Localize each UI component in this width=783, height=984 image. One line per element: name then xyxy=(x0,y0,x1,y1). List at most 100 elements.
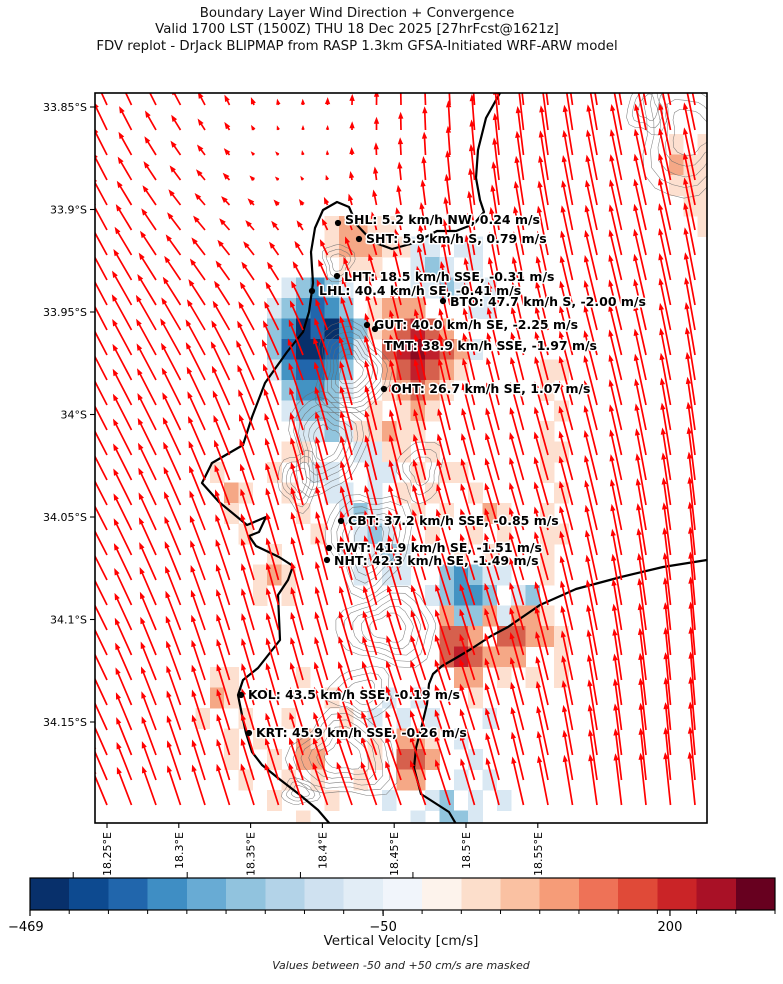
convergence-cell xyxy=(410,810,426,823)
contour-ring xyxy=(344,592,429,662)
station-OHT: OHT: 26.7 km/h SE, 1.07 m/s xyxy=(380,380,592,398)
station-label: TMT: 38.9 km/h SSE, -1.97 m/s xyxy=(384,338,597,353)
wind-arrow-heads xyxy=(95,93,694,775)
convergence-cell xyxy=(453,462,469,483)
convergence-cell xyxy=(324,380,340,401)
station-marker xyxy=(323,556,331,564)
contour-ring xyxy=(281,455,315,508)
station-SHT: SHT: 5.9 km/h S, 0.79 m/s xyxy=(355,230,548,248)
colorbar: −469 −50 200 xyxy=(8,872,776,935)
station-label: SHT: 5.9 km/h S, 0.79 m/s xyxy=(366,231,547,246)
convergence-cell xyxy=(425,441,440,463)
station-GUT: GUT: 40.0 km/h SE, -2.25 m/s xyxy=(363,316,580,334)
contour-ring xyxy=(650,93,707,188)
contour-ring xyxy=(352,599,421,656)
convergence-cell xyxy=(382,216,397,237)
convergence-cell xyxy=(453,810,469,823)
title-line-1: Boundary Layer Wind Direction + Converge… xyxy=(199,6,515,21)
convergence-cell xyxy=(496,667,512,688)
convergence-cell xyxy=(468,585,483,606)
station-BTO: BTO: 47.7 km/h S, -2.00 m/s xyxy=(439,293,647,311)
convergence-cell xyxy=(310,421,325,442)
colorbar-segment xyxy=(735,878,776,910)
convergence-cell xyxy=(295,810,311,823)
contour-ring xyxy=(324,665,393,720)
wind-arrows xyxy=(95,93,696,806)
station-marker xyxy=(337,517,345,525)
contour-ring xyxy=(308,417,347,469)
convergence-cell xyxy=(496,790,512,811)
contour-ring xyxy=(324,739,362,770)
convergence-cell xyxy=(324,359,340,381)
contour-ring xyxy=(361,606,414,650)
convergence-cell xyxy=(425,236,440,258)
stations: SHL: 5.2 km/h NW, 0.24 m/s SHT: 5.9 km/h … xyxy=(237,211,647,742)
convergence-cell xyxy=(353,564,368,586)
contour-ring xyxy=(315,320,393,413)
convergence-cell xyxy=(295,667,311,688)
y-tick-label: 34°S xyxy=(61,409,87,422)
convergence-cell xyxy=(496,564,512,586)
colorbar-segment xyxy=(618,878,658,910)
station-marker xyxy=(237,691,245,699)
convergence-cell xyxy=(396,708,411,729)
terrain-contours xyxy=(277,93,707,805)
convergence-cell xyxy=(697,195,707,217)
convergence-cell xyxy=(324,216,340,237)
convergence-cell xyxy=(396,564,411,586)
convergence-cell xyxy=(669,134,684,155)
station-marker xyxy=(363,321,371,329)
convergence-cell xyxy=(382,790,397,811)
convergence-cell xyxy=(697,134,707,155)
x-tick-label: 18.3°E xyxy=(173,832,186,869)
station-CBT: CBT: 37.2 km/h SSE, -0.85 m/s xyxy=(337,512,560,530)
convergence-cell xyxy=(281,441,297,463)
convergence-cell xyxy=(295,400,311,422)
x-tick-label: 18.4°E xyxy=(316,832,329,869)
station-label: LHL: 40.4 km/h SE, -0.41 m/s xyxy=(319,283,521,298)
station-marker xyxy=(245,729,253,737)
colorbar-tick-label: 200 xyxy=(658,920,683,935)
convergence-cell xyxy=(396,749,411,770)
contour-ring xyxy=(344,679,377,705)
colorbar-segment xyxy=(422,878,462,910)
colorbar-segment xyxy=(539,878,580,910)
convergence-cell xyxy=(468,646,483,668)
station-label: NHT: 42.3 km/h SE, -1.49 m/s xyxy=(334,553,539,568)
station-marker xyxy=(308,287,316,295)
colorbar-segment xyxy=(186,878,227,910)
contour-ring xyxy=(316,732,369,775)
wind-arrow-shafts xyxy=(95,93,696,806)
convergence-cell xyxy=(468,810,483,823)
convergence-cell xyxy=(367,728,383,750)
y-tick-label: 33.85°S xyxy=(43,101,87,114)
contour-ring xyxy=(369,612,407,643)
convergence-cell xyxy=(252,728,268,750)
contour-ring xyxy=(323,331,383,404)
convergence-cell xyxy=(425,359,440,381)
convergence-cell xyxy=(324,790,340,811)
y-axis: 33.85°S 33.9°S 33.95°S 34°S 34.05°S 34.1°S 34.… xyxy=(43,101,95,729)
convergence-cell xyxy=(425,339,440,360)
contour-ring xyxy=(330,500,408,592)
station-marker xyxy=(439,297,447,305)
convergence-cell xyxy=(224,749,239,770)
convergence-cell xyxy=(324,482,340,504)
contour-ring xyxy=(409,456,432,487)
convergence-cell xyxy=(396,339,411,360)
station-TMT: TMT: 38.9 km/h SSE, -1.97 m/s xyxy=(371,325,599,355)
contour-ring xyxy=(637,93,658,121)
station-SHL: SHL: 5.2 km/h NW, 0.24 m/s xyxy=(334,211,541,229)
convergence-cell xyxy=(353,339,368,360)
y-tick-label: 34.1°S xyxy=(50,614,87,627)
convergence-cell xyxy=(252,564,268,586)
convergence-cell xyxy=(468,749,483,770)
convergence-cell xyxy=(425,318,440,340)
contour-ring xyxy=(335,348,369,389)
convergence-cell xyxy=(295,749,311,770)
contour-ring xyxy=(322,244,356,283)
plot-title-block: Boundary Layer Wind Direction + Converge… xyxy=(57,6,657,55)
station-marker xyxy=(333,272,341,280)
convergence-cell xyxy=(539,462,555,483)
station-marker xyxy=(380,385,388,393)
